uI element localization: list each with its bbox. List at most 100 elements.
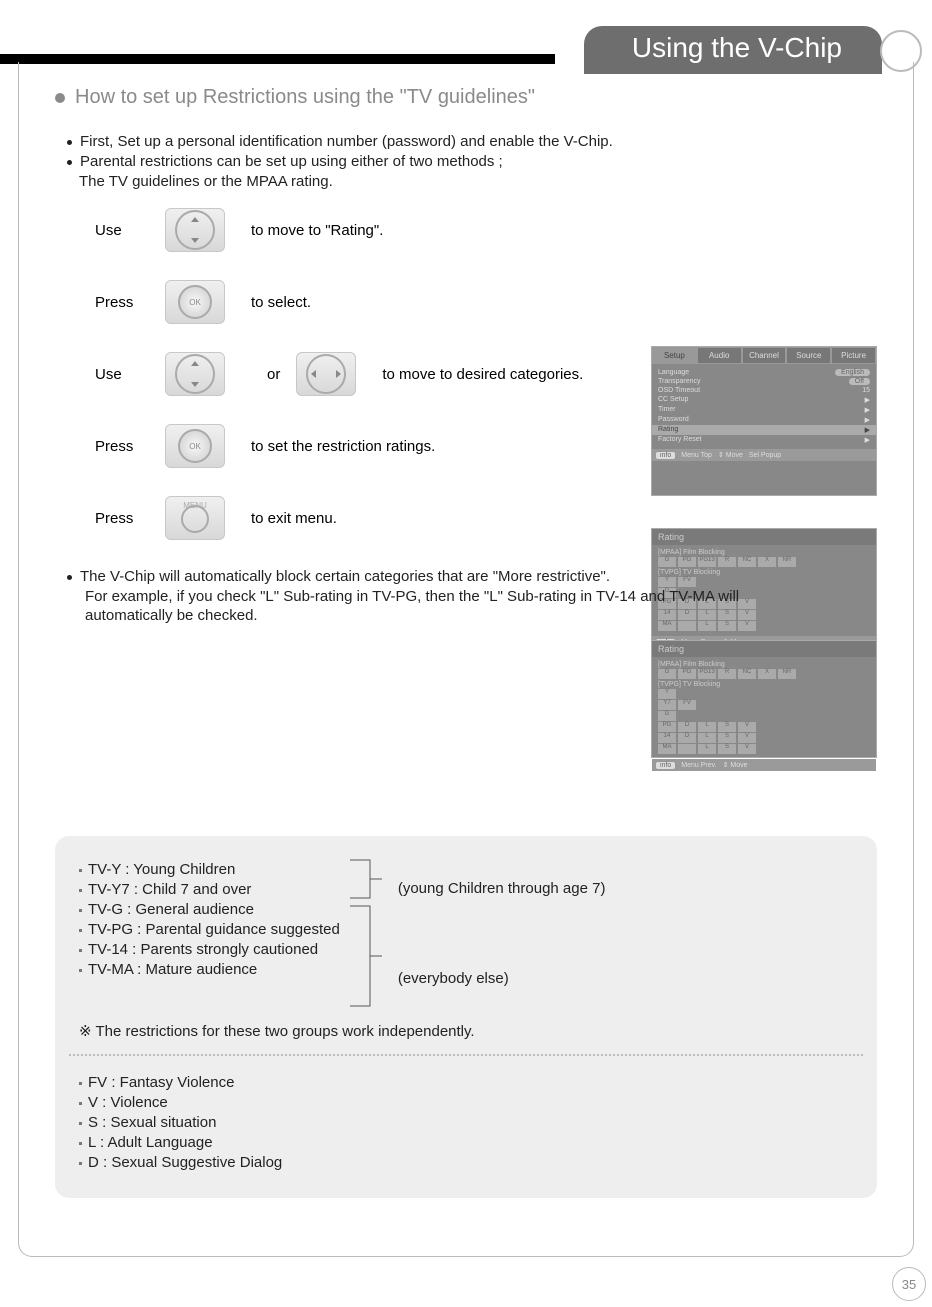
subratings-list: FV : Fantasy Violence V : Violence S : S… — [79, 1074, 853, 1171]
osd-row-label: CC Setup — [658, 396, 688, 404]
divider — [69, 1054, 863, 1056]
content-frame: How to set up Restrictions using the "TV… — [18, 62, 914, 1257]
group-label: (young Children through age 7) — [398, 880, 606, 897]
rg-cell: S — [718, 733, 736, 743]
intro-bullet-1: First, Set up a personal identification … — [67, 133, 877, 150]
rg-cell: X — [758, 557, 776, 567]
dot-icon — [67, 140, 72, 145]
bracket-icon — [348, 858, 388, 1008]
osd-row-value: ▶ — [865, 426, 870, 434]
intro-text-1: First, Set up a personal identification … — [80, 133, 613, 150]
subrating-def: D : Sexual Suggestive Dialog — [88, 1154, 282, 1171]
rg-cell: V — [738, 744, 756, 754]
or-text: or — [267, 366, 280, 383]
osd-tab: Setup — [652, 347, 697, 364]
rg-cell: D — [678, 733, 696, 743]
osd-rating-title: Rating — [652, 529, 876, 545]
osd-row-label: Password — [658, 416, 689, 424]
ok-button-icon — [165, 280, 225, 324]
ok-button-icon — [165, 424, 225, 468]
osd-footer-item: Menu Top — [681, 452, 712, 459]
intro-bullet-2: Parental restrictions can be set up usin… — [67, 153, 877, 170]
osd-section-label: [MPAA] Film Blocking — [658, 549, 870, 556]
osd-row-label: Timer — [658, 406, 676, 414]
osd-row-label: OSD Timeout — [658, 387, 700, 394]
intro-subline: The TV guidelines or the MPAA rating. — [79, 173, 877, 190]
osd-tab: Channel — [742, 347, 787, 364]
rg-cell: L — [698, 733, 716, 743]
page-header: Using the V-Chip — [0, 18, 932, 58]
vnote-line: For example, if you check "L" Sub-rating… — [85, 588, 877, 605]
independence-note: ※ The restrictions for these two groups … — [79, 1022, 853, 1040]
subrating-def: S : Sexual situation — [88, 1114, 216, 1131]
step-2: Press to select. — [95, 280, 877, 324]
step-text: to select. — [251, 294, 877, 311]
osd-row-label: Language — [658, 369, 689, 376]
osd-row-label: Factory Reset — [658, 436, 702, 444]
osd-footer-item: info — [656, 452, 675, 459]
rg-cell: Y — [658, 689, 676, 699]
rg-cell: NC — [738, 669, 756, 679]
nav-updown-button-icon — [165, 352, 225, 396]
group-label: (everybody else) — [398, 970, 606, 987]
vnote-line: automatically be checked. — [85, 607, 877, 624]
osd-row-value: ▶ — [865, 416, 870, 424]
dot-icon — [67, 575, 72, 580]
step-label: Press — [95, 438, 165, 455]
rg-cell: D — [678, 722, 696, 732]
osd-footer-item: Menu Prev. — [681, 762, 716, 769]
bullet-icon — [55, 93, 65, 103]
osd-row-label: Transparency — [658, 378, 701, 385]
rg-cell: NC — [738, 557, 756, 567]
rg-cell: 14 — [658, 733, 676, 743]
rg-cell: L — [698, 744, 716, 754]
rg-cell: NR — [778, 557, 796, 567]
step-text: to move to "Rating". — [251, 222, 877, 239]
osd-row-value: English — [835, 369, 870, 376]
osd-row-value: 15 — [862, 387, 870, 394]
rg-cell: PG — [658, 722, 676, 732]
rg-cell: S — [718, 722, 736, 732]
rg-cell: S — [718, 744, 736, 754]
rg-cell: V — [738, 722, 756, 732]
osd-rating-title: Rating — [652, 641, 876, 657]
subrating-def: FV : Fantasy Violence — [88, 1074, 234, 1091]
ratings-info-box: TV-Y : Young Children TV-Y7 : Child 7 an… — [55, 836, 877, 1198]
rg-cell: PG — [678, 557, 696, 567]
osd-tab: Source — [786, 347, 831, 364]
section-heading-text: How to set up Restrictions using the "TV… — [75, 86, 535, 109]
rg-cell: R — [718, 557, 736, 567]
section-heading: How to set up Restrictions using the "TV… — [55, 86, 877, 109]
step-label: Press — [95, 294, 165, 311]
rg-cell: G — [658, 557, 676, 567]
osd-screenshot-setup: Setup Audio Channel Source Picture Langu… — [651, 346, 877, 496]
rg-cell: Y7 — [658, 700, 676, 710]
step-label: Use — [95, 366, 165, 383]
vnote-head: The V-Chip will automatically block cert… — [80, 568, 610, 585]
rg-cell: PG — [678, 669, 696, 679]
rating-def: TV-MA : Mature audience — [88, 961, 257, 978]
rg-cell: G — [658, 669, 676, 679]
osd-row-label: Rating — [658, 426, 678, 434]
rating-def: TV-Y : Young Children — [88, 861, 235, 878]
osd-tab: Picture — [831, 347, 876, 364]
vchip-note: The V-Chip will automatically block cert… — [55, 568, 877, 766]
page-number: 35 — [892, 1267, 926, 1301]
rg-cell: NR — [778, 669, 796, 679]
osd-footer-item: Sel Popup — [749, 452, 781, 459]
osd-tab: Audio — [697, 347, 742, 364]
independence-text: The restrictions for these two groups wo… — [95, 1023, 474, 1040]
intro-text-2: Parental restrictions can be set up usin… — [80, 153, 503, 170]
dot-icon — [67, 160, 72, 165]
nav-updown-button-icon — [165, 208, 225, 252]
rg-cell: V — [738, 733, 756, 743]
step-1: Use to move to "Rating". — [95, 208, 877, 252]
osd-row-value: Off — [849, 378, 870, 385]
rg-cell: L — [698, 722, 716, 732]
osd-footer-item: ⇕ Move — [718, 451, 743, 459]
rg-cell: MA — [658, 744, 676, 754]
reference-symbol: ※ — [79, 1023, 92, 1040]
subrating-def: V : Violence — [88, 1094, 168, 1111]
ratings-list: TV-Y : Young Children TV-Y7 : Child 7 an… — [79, 858, 340, 981]
rating-def: TV-PG : Parental guidance suggested — [88, 921, 340, 938]
